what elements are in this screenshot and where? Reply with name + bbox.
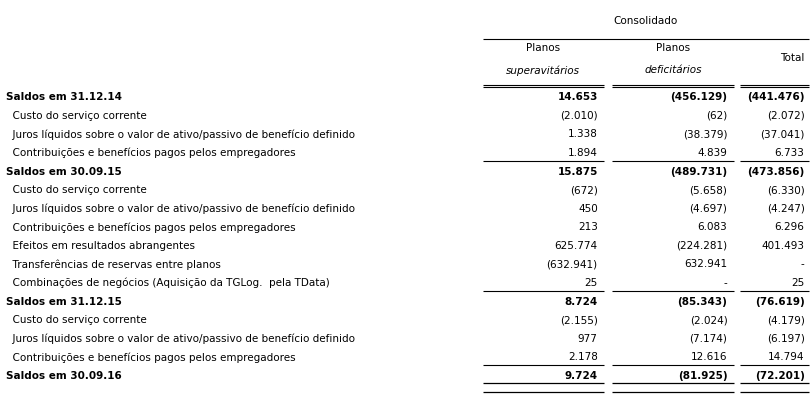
Text: 8.724: 8.724 <box>564 297 598 307</box>
Text: (456.129): (456.129) <box>671 92 727 102</box>
Text: 401.493: 401.493 <box>762 241 805 251</box>
Text: deficitários: deficitários <box>645 65 702 75</box>
Text: (4.697): (4.697) <box>689 204 727 214</box>
Text: (38.379): (38.379) <box>683 130 727 139</box>
Text: Transferências de reservas entre planos: Transferências de reservas entre planos <box>6 259 221 270</box>
Text: 2.178: 2.178 <box>568 352 598 362</box>
Text: (85.343): (85.343) <box>678 297 727 307</box>
Text: (2.072): (2.072) <box>766 111 805 121</box>
Text: Planos: Planos <box>526 43 560 53</box>
Text: (72.201): (72.201) <box>755 371 805 381</box>
Text: (672): (672) <box>570 185 598 195</box>
Text: (632.941): (632.941) <box>547 260 598 269</box>
Text: (2.010): (2.010) <box>560 111 598 121</box>
Text: 632.941: 632.941 <box>684 260 727 269</box>
Text: (81.925): (81.925) <box>678 371 727 381</box>
Text: (5.658): (5.658) <box>689 185 727 195</box>
Text: (62): (62) <box>706 111 727 121</box>
Text: (441.476): (441.476) <box>747 92 805 102</box>
Text: Juros líquidos sobre o valor de ativo/passivo de benefício definido: Juros líquidos sobre o valor de ativo/pa… <box>6 203 354 214</box>
Text: 14.653: 14.653 <box>557 92 598 102</box>
Text: Custo do serviço corrente: Custo do serviço corrente <box>6 315 147 325</box>
Text: (224.281): (224.281) <box>676 241 727 251</box>
Text: Contribuições e benefícios pagos pelos empregadores: Contribuições e benefícios pagos pelos e… <box>6 352 295 363</box>
Text: 6.733: 6.733 <box>775 148 805 158</box>
Text: (7.174): (7.174) <box>689 334 727 344</box>
Text: -: - <box>800 260 805 269</box>
Text: Consolidado: Consolidado <box>614 16 678 26</box>
Text: Saldos em 30.09.16: Saldos em 30.09.16 <box>6 371 122 381</box>
Text: Custo do serviço corrente: Custo do serviço corrente <box>6 185 147 195</box>
Text: 25: 25 <box>792 278 805 288</box>
Text: 9.724: 9.724 <box>564 371 598 381</box>
Text: Contribuições e benefícios pagos pelos empregadores: Contribuições e benefícios pagos pelos e… <box>6 148 295 158</box>
Text: Saldos em 31.12.14: Saldos em 31.12.14 <box>6 92 122 102</box>
Text: 1.894: 1.894 <box>568 148 598 158</box>
Text: 25: 25 <box>585 278 598 288</box>
Text: (6.330): (6.330) <box>766 185 805 195</box>
Text: Planos: Planos <box>656 43 690 53</box>
Text: (2.024): (2.024) <box>689 315 727 325</box>
Text: (2.155): (2.155) <box>560 315 598 325</box>
Text: Efeitos em resultados abrangentes: Efeitos em resultados abrangentes <box>6 241 195 251</box>
Text: (37.041): (37.041) <box>760 130 805 139</box>
Text: (489.731): (489.731) <box>671 167 727 177</box>
Text: Combinações de negócios (Aquisição da TGLog.  pela TData): Combinações de negócios (Aquisição da TG… <box>6 278 329 288</box>
Text: (76.619): (76.619) <box>755 297 805 307</box>
Text: Custo do serviço corrente: Custo do serviço corrente <box>6 111 147 121</box>
Text: 12.616: 12.616 <box>691 352 727 362</box>
Text: Juros líquidos sobre o valor de ativo/passivo de benefício definido: Juros líquidos sobre o valor de ativo/pa… <box>6 129 354 140</box>
Text: 6.296: 6.296 <box>775 222 805 232</box>
Text: superavitários: superavitários <box>506 65 581 76</box>
Text: 450: 450 <box>578 204 598 214</box>
Text: 625.774: 625.774 <box>555 241 598 251</box>
Text: (4.179): (4.179) <box>766 315 805 325</box>
Text: (6.197): (6.197) <box>766 334 805 344</box>
Text: Saldos em 31.12.15: Saldos em 31.12.15 <box>6 297 122 307</box>
Text: 4.839: 4.839 <box>697 148 727 158</box>
Text: -: - <box>723 278 727 288</box>
Text: 1.338: 1.338 <box>568 130 598 139</box>
Text: 14.794: 14.794 <box>768 352 805 362</box>
Text: Contribuições e benefícios pagos pelos empregadores: Contribuições e benefícios pagos pelos e… <box>6 222 295 233</box>
Text: (4.247): (4.247) <box>766 204 805 214</box>
Text: Saldos em 30.09.15: Saldos em 30.09.15 <box>6 167 122 177</box>
Text: (473.856): (473.856) <box>747 167 805 177</box>
Text: Juros líquidos sobre o valor de ativo/passivo de benefício definido: Juros líquidos sobre o valor de ativo/pa… <box>6 333 354 344</box>
Text: 213: 213 <box>577 222 598 232</box>
Text: 15.875: 15.875 <box>557 167 598 177</box>
Text: 977: 977 <box>577 334 598 344</box>
Text: Total: Total <box>780 53 805 63</box>
Text: 6.083: 6.083 <box>697 222 727 232</box>
